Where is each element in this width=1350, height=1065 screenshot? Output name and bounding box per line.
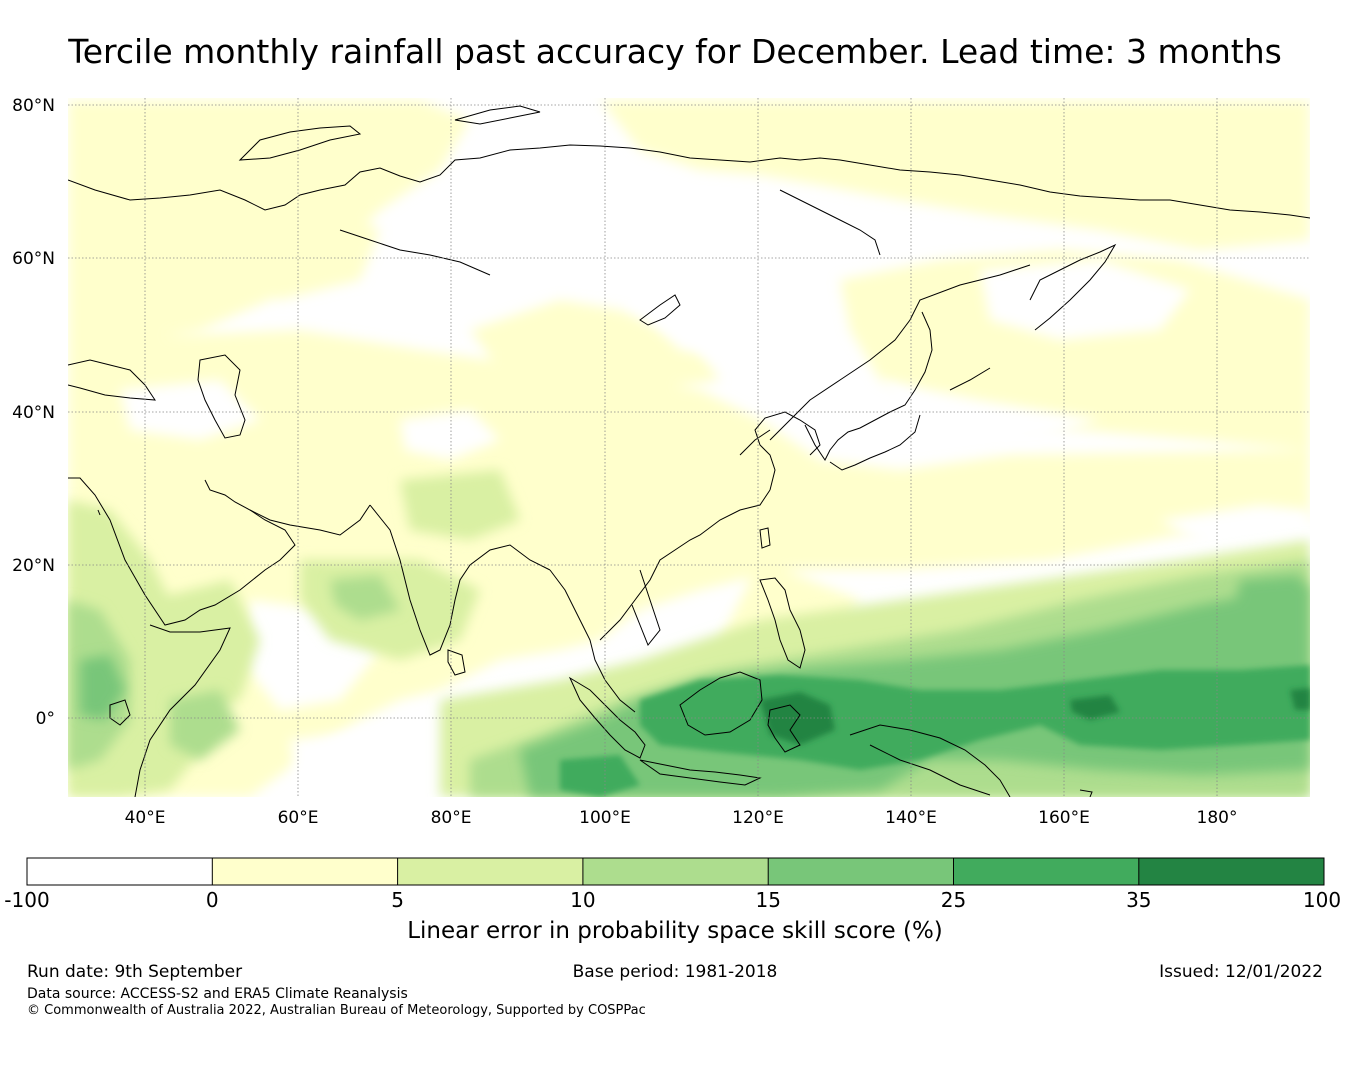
- copyright-notice: © Commonwealth of Australia 2022, Austra…: [27, 1003, 646, 1018]
- colorbar-tick-label: 5: [391, 888, 404, 912]
- base-period: Base period: 1981-2018: [572, 962, 778, 982]
- colorbar-swatches: -100 0 5 10 15 25 35 100: [4, 857, 1341, 912]
- data-source: Data source: ACCESS-S2 and ERA5 Climate …: [27, 986, 408, 1002]
- colorbar-tick-label: 35: [1126, 888, 1151, 912]
- lon-label-40e: 40°E: [125, 808, 166, 828]
- skill-band-0-5: [68, 100, 1310, 797]
- lon-label-160e: 160°E: [1038, 808, 1090, 828]
- lon-label-60e: 60°E: [278, 808, 319, 828]
- skill-score-map: 80°N 60°N 40°N 20°N 0° 40°E 60°E 80°E 10…: [12, 96, 1310, 828]
- lat-label-60n: 60°N: [12, 249, 55, 269]
- colorbar-swatch-35-100: [1138, 858, 1324, 885]
- skill-band-25-35: [560, 665, 1310, 797]
- lat-label-40n: 40°N: [12, 403, 55, 423]
- lon-label-140e: 140°E: [885, 808, 937, 828]
- colorbar-tick-label: 0: [206, 888, 219, 912]
- colorbar-swatch-10-15: [582, 858, 769, 885]
- latitude-axis-labels: 80°N 60°N 40°N 20°N 0°: [12, 96, 55, 729]
- lon-label-100e: 100°E: [579, 808, 631, 828]
- colorbar-title: Linear error in probability space skill …: [407, 918, 943, 944]
- run-date: Run date: 9th September: [27, 962, 243, 982]
- lat-label-equator: 0°: [36, 709, 55, 729]
- lat-label-20n: 20°N: [12, 556, 55, 576]
- colorbar-swatch-25-35: [953, 858, 1139, 885]
- map-title: Tercile monthly rainfall past accuracy f…: [68, 32, 1282, 71]
- longitude-axis-labels: 40°E 60°E 80°E 100°E 120°E 140°E 160°E 1…: [125, 808, 1238, 828]
- lon-label-80e: 80°E: [431, 808, 472, 828]
- colorbar-swatch-neg100-0: [27, 858, 213, 885]
- colorbar-swatch-5-10: [397, 858, 583, 885]
- colorbar-tick-label: 15: [755, 888, 780, 912]
- colorbar-swatch-15-25: [768, 858, 954, 885]
- colorbar-tick-label: 100: [1303, 888, 1341, 912]
- lon-label-120e: 120°E: [732, 808, 784, 828]
- gridlines: [68, 98, 1310, 797]
- lon-label-180: 180°: [1197, 808, 1238, 828]
- colorbar-frame: [26, 857, 1325, 886]
- colorbar-tick-label: 25: [941, 888, 966, 912]
- skill-field: [68, 98, 1310, 797]
- issued-date: Issued: 12/01/2022: [1159, 962, 1323, 982]
- lat-label-80n: 80°N: [12, 96, 55, 116]
- colorbar-tick-label: -100: [4, 888, 49, 912]
- coastlines: [68, 105, 1310, 797]
- colorbar-tick-label: 10: [570, 888, 595, 912]
- colorbar-swatch-0-5: [212, 858, 398, 885]
